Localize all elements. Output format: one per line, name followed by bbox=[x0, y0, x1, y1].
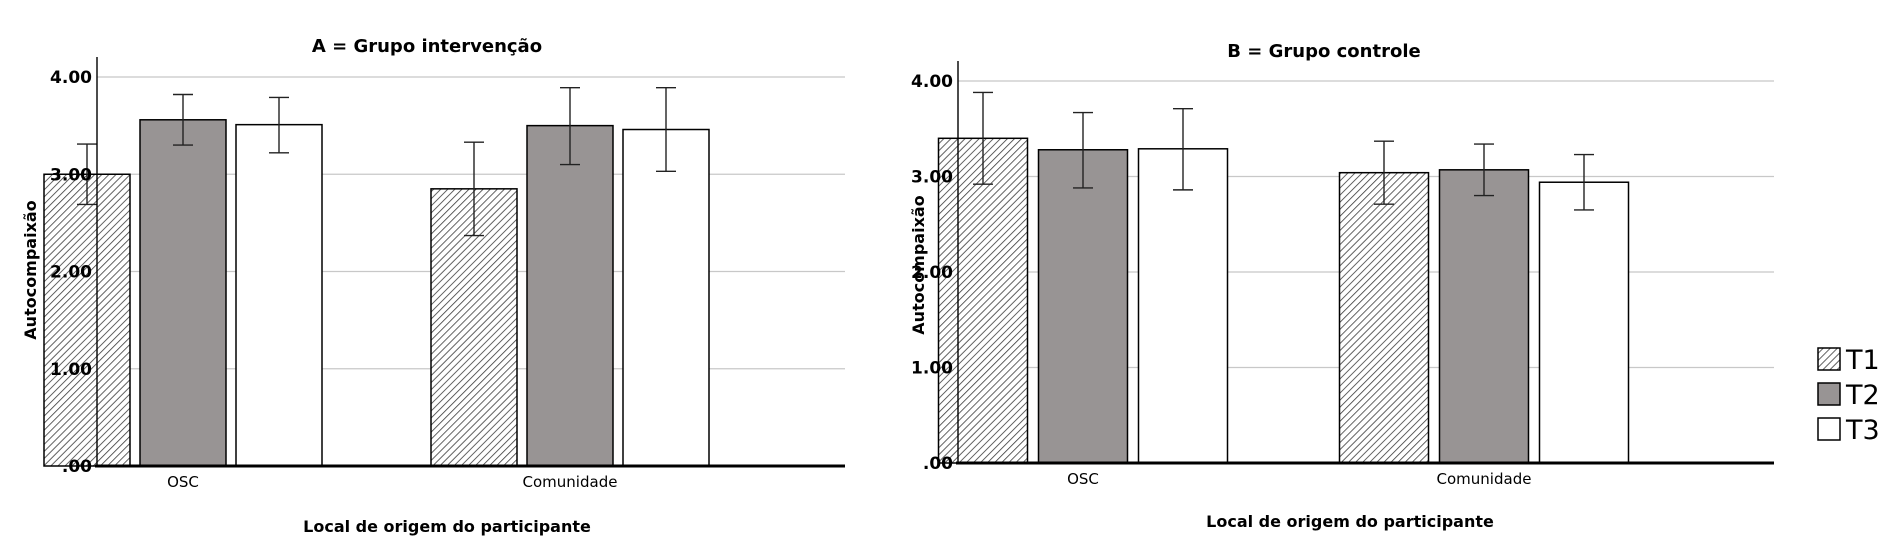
chart-panel-a: .00 1.00 2.00 3.00 4.00 OSC Comunidade A = Gr… bbox=[21, 36, 845, 536]
bar-t2-osc bbox=[1037, 149, 1129, 464]
bar-t1-osc bbox=[43, 173, 131, 467]
category-labels: OSC Comunidade bbox=[1067, 470, 1531, 488]
x-axis-label: Local de origem do participante bbox=[303, 517, 591, 536]
bar-t3-osc bbox=[1137, 148, 1229, 464]
y-tick-labels: .00 1.00 2.00 3.00 4.00 bbox=[911, 72, 953, 474]
legend-label-t1: T1 bbox=[1845, 345, 1880, 376]
legend-label-t3: T3 bbox=[1845, 415, 1880, 446]
bars bbox=[43, 57, 845, 468]
chart-title: B = Grupo controle bbox=[1227, 41, 1420, 62]
category-label: Comunidade bbox=[523, 473, 618, 491]
y-tick-label: 4.00 bbox=[50, 68, 92, 88]
y-tick-label: .00 bbox=[923, 454, 953, 474]
y-tick-labels: .00 1.00 2.00 3.00 4.00 bbox=[50, 68, 92, 477]
y-tick-label: 2.00 bbox=[911, 263, 953, 283]
y-tick-label: 1.00 bbox=[911, 359, 953, 379]
bar-t2-osc bbox=[139, 119, 227, 467]
bar-t2-comunidade bbox=[526, 124, 614, 467]
y-tick-label: 1.00 bbox=[50, 360, 92, 380]
chart-panel-b: .00 1.00 2.00 3.00 4.00 OSC Comunidade B = Gr… bbox=[909, 41, 1774, 531]
category-labels: OSC Comunidade bbox=[167, 473, 617, 491]
y-axis-label: Autocompaixão bbox=[21, 200, 40, 339]
legend-label-t2: T2 bbox=[1845, 380, 1880, 411]
y-axis-label: Autocompaixão bbox=[909, 195, 928, 334]
chart-title: A = Grupo intervenção bbox=[312, 36, 542, 57]
category-label: OSC bbox=[167, 473, 199, 491]
legend-swatch-t3 bbox=[1817, 417, 1841, 441]
y-tick-label: 3.00 bbox=[911, 168, 953, 188]
legend-swatch-t1 bbox=[1817, 347, 1841, 371]
category-label: OSC bbox=[1067, 470, 1099, 488]
y-tick-label: 3.00 bbox=[50, 165, 92, 185]
bar-t3-comunidade bbox=[1538, 181, 1630, 464]
bar-t1-comunidade bbox=[1338, 171, 1430, 464]
bar-t2-comunidade bbox=[1438, 169, 1530, 464]
y-tick-label: 4.00 bbox=[911, 72, 953, 92]
y-tick-label: .00 bbox=[62, 457, 92, 477]
bar-t3-comunidade bbox=[622, 128, 710, 467]
bar-t3-osc bbox=[235, 123, 323, 467]
legend-swatch-t2 bbox=[1817, 382, 1841, 406]
x-axis-label: Local de origem do participante bbox=[1206, 512, 1494, 531]
bars bbox=[937, 61, 1774, 465]
category-label: Comunidade bbox=[1437, 470, 1532, 488]
y-tick-label: 2.00 bbox=[50, 263, 92, 283]
legend: T1 T2 T3 bbox=[1817, 345, 1880, 446]
